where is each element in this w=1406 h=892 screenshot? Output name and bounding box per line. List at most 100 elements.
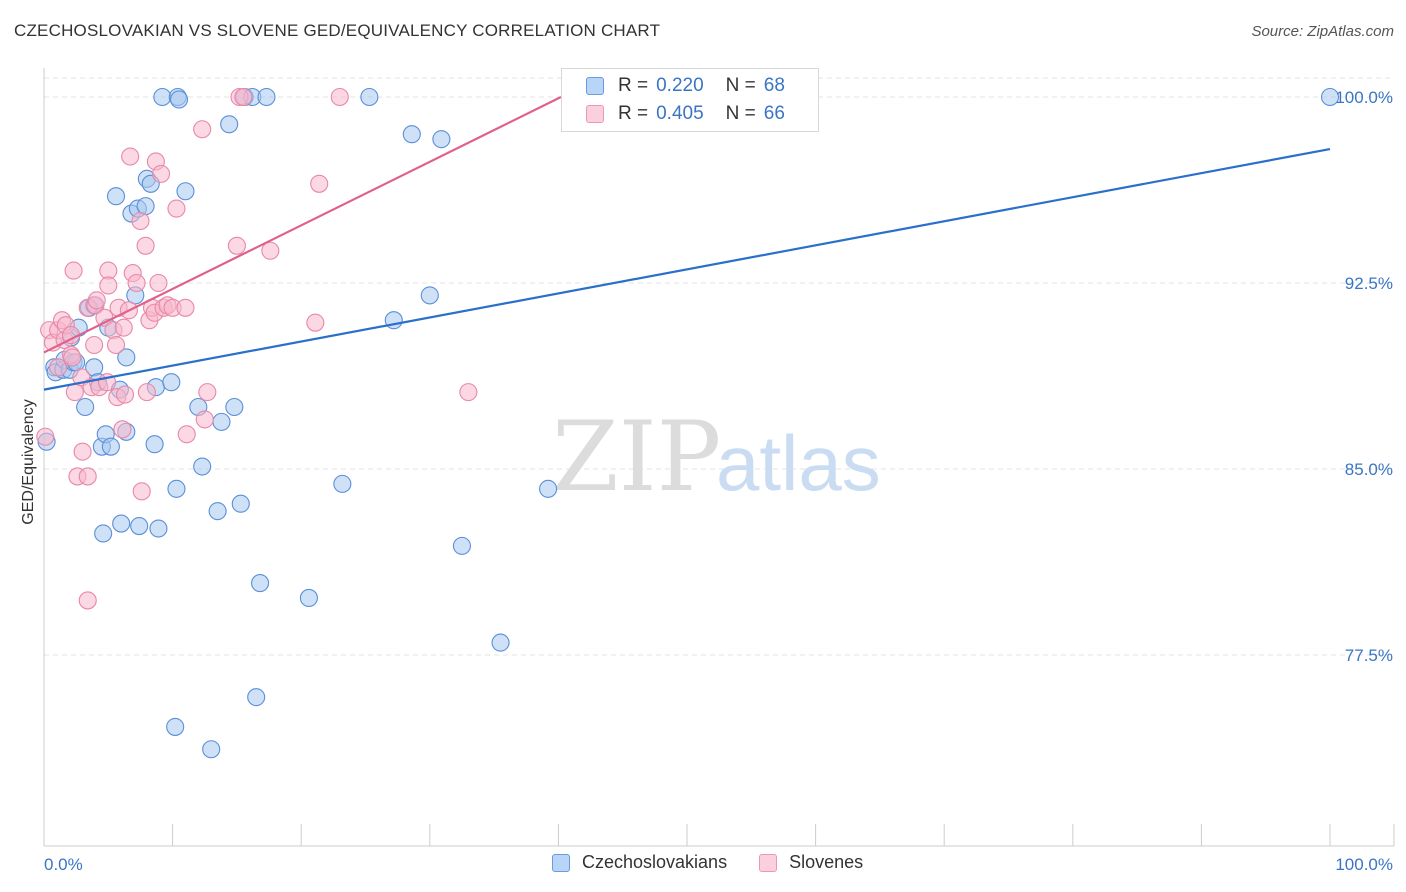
- data-point-czechoslovakian: [101, 437, 120, 456]
- legend-r-label: R =: [618, 103, 649, 124]
- series-slovenes-points: [36, 87, 478, 610]
- data-point-slovene: [49, 358, 68, 377]
- data-point-czechoslovakian: [360, 87, 379, 107]
- data-point-slovene: [306, 313, 325, 332]
- data-point-czechoslovakian: [162, 373, 181, 392]
- watermark: ZIP atlas: [552, 401, 881, 513]
- y-axis-label: GED/Equivalency: [20, 399, 37, 525]
- legend-item-czechoslovakians[interactable]: Czechoslovakians: [552, 852, 727, 873]
- data-point-slovene: [132, 482, 151, 501]
- correlation-legend: R = 0.220 N = 68 R = 0.405 N = 66: [561, 68, 819, 132]
- legend-n-value: 68: [763, 75, 785, 96]
- data-point-czechoslovakian: [333, 474, 352, 493]
- series-legend: Czechoslovakians Slovenes: [552, 852, 895, 873]
- data-point-slovene: [36, 427, 55, 446]
- data-point-czechoslovakian: [166, 717, 185, 736]
- data-point-slovene: [459, 383, 478, 402]
- data-point-slovene: [198, 383, 217, 402]
- y-tick-label: 100.0%: [1335, 88, 1393, 107]
- data-point-slovene: [78, 591, 97, 610]
- data-point-slovene: [114, 318, 133, 337]
- data-point-slovene: [113, 420, 132, 439]
- data-point-slovene: [177, 425, 196, 444]
- data-point-slovene: [176, 298, 195, 317]
- data-point-slovene: [261, 241, 280, 260]
- data-point-czechoslovakian: [491, 633, 510, 652]
- legend-label-slovenes: Slovenes: [789, 852, 864, 872]
- data-point-slovene: [149, 273, 168, 293]
- data-point-slovene: [193, 120, 212, 139]
- legend-row-czechoslovakians: R = 0.220 N = 68: [586, 74, 785, 98]
- data-point-czechoslovakian: [153, 87, 172, 107]
- data-point-czechoslovakian: [402, 125, 421, 144]
- x-tick-label-min: 0.0%: [44, 855, 83, 874]
- data-point-czechoslovakian: [208, 502, 227, 521]
- data-point-czechoslovakian: [257, 87, 276, 107]
- data-point-slovene: [73, 442, 92, 461]
- data-point-slovene: [78, 467, 97, 486]
- data-point-czechoslovakian: [250, 574, 270, 593]
- data-point-czechoslovakian: [76, 397, 95, 417]
- legend-r-value: 0.405: [656, 103, 704, 124]
- gridlines: [44, 77, 1394, 656]
- data-point-slovene: [115, 385, 135, 404]
- y-tick-label: 85.0%: [1345, 460, 1393, 479]
- data-point-slovene: [234, 87, 253, 107]
- data-point-czechoslovakian: [220, 115, 239, 134]
- legend-swatch-pink: [586, 105, 604, 123]
- watermark-zip: ZIP: [552, 401, 721, 513]
- data-point-czechoslovakian: [247, 688, 266, 707]
- data-point-czechoslovakian: [149, 519, 168, 538]
- data-point-czechoslovakian: [452, 536, 472, 555]
- data-point-slovene: [99, 276, 118, 295]
- legend-r-value: 0.220: [656, 75, 704, 96]
- data-point-slovene: [151, 164, 171, 183]
- data-point-slovene: [121, 147, 140, 166]
- legend-n-label: N =: [725, 75, 756, 96]
- data-point-slovene: [127, 273, 146, 293]
- data-point-czechoslovakian: [299, 588, 318, 608]
- data-point-czechoslovakian: [176, 182, 195, 201]
- data-point-czechoslovakian: [202, 740, 221, 759]
- data-point-czechoslovakian: [106, 187, 126, 206]
- data-point-slovene: [136, 236, 155, 255]
- y-tick-label: 77.5%: [1345, 646, 1393, 665]
- data-point-czechoslovakian: [539, 479, 558, 498]
- legend-swatch-blue: [552, 853, 570, 872]
- data-point-czechoslovakian: [193, 457, 212, 476]
- data-point-czechoslovakian: [117, 348, 136, 367]
- data-point-czechoslovakian: [130, 516, 149, 536]
- data-point-czechoslovakian: [212, 412, 231, 431]
- data-point-slovene: [195, 410, 214, 429]
- legend-n-label: N =: [725, 103, 756, 124]
- data-point-slovene: [63, 348, 82, 367]
- trend-line-slovenes: [43, 96, 562, 354]
- data-point-slovene: [310, 174, 329, 193]
- data-point-czechoslovakian: [94, 524, 113, 543]
- data-point-slovene: [131, 211, 150, 231]
- data-point-czechoslovakian: [145, 435, 164, 454]
- data-point-slovene: [330, 87, 349, 107]
- trend-lines: [43, 96, 1331, 391]
- x-tick-label-max: 100.0%: [1335, 855, 1393, 874]
- data-point-czechoslovakian: [225, 397, 244, 417]
- data-point-czechoslovakian: [420, 286, 439, 305]
- data-point-czechoslovakian: [167, 479, 186, 498]
- legend-n-value: 66: [763, 103, 785, 124]
- chart-title: CZECHOSLOVAKIAN VS SLOVENE GED/EQUIVALEN…: [14, 21, 661, 40]
- trend-line-czechoslovakians: [43, 147, 1331, 391]
- watermark-atlas: atlas: [716, 419, 881, 507]
- data-point-slovene: [106, 335, 126, 355]
- legend-r-label: R =: [618, 75, 649, 96]
- legend-row-slovenes: R = 0.405 N = 66: [586, 102, 785, 126]
- y-tick-label: 92.5%: [1345, 274, 1393, 293]
- data-point-slovene: [137, 383, 156, 402]
- data-point-slovene: [87, 291, 106, 310]
- data-point-slovene: [85, 335, 104, 355]
- data-point-czechoslovakian: [112, 514, 131, 533]
- data-point-slovene: [64, 261, 83, 280]
- data-point-czechoslovakian: [169, 90, 189, 109]
- data-point-czechoslovakian: [231, 494, 250, 513]
- legend-item-slovenes[interactable]: Slovenes: [759, 852, 863, 873]
